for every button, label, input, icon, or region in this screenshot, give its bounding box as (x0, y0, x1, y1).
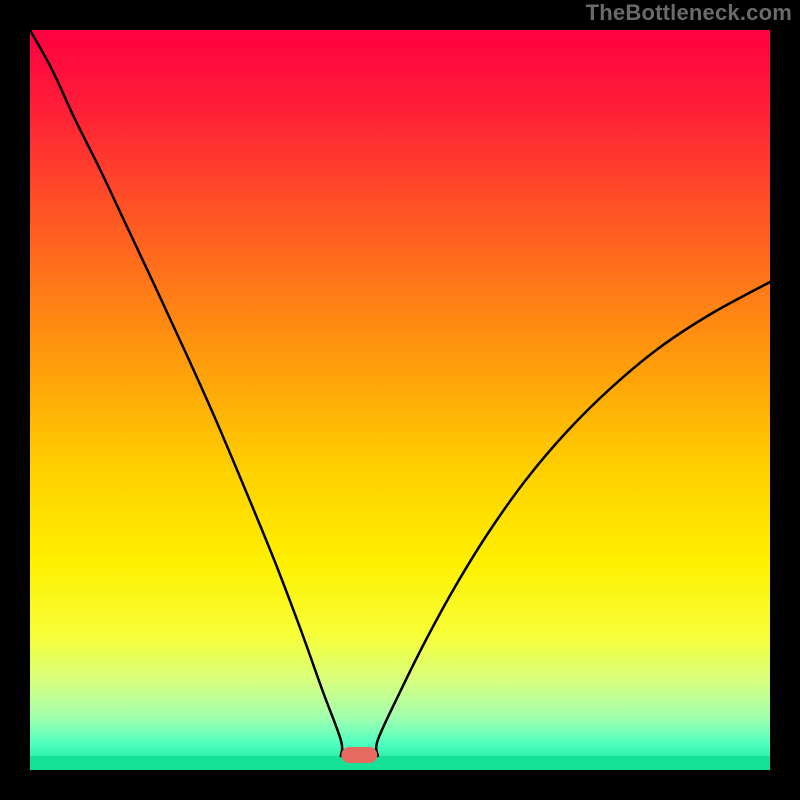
watermark-text: TheBottleneck.com (586, 0, 792, 26)
chart-canvas: TheBottleneck.com (0, 0, 800, 800)
optimal-marker (341, 747, 377, 763)
bottom-strip (30, 756, 770, 770)
bottleneck-chart (0, 0, 800, 800)
gradient-background (30, 30, 770, 770)
